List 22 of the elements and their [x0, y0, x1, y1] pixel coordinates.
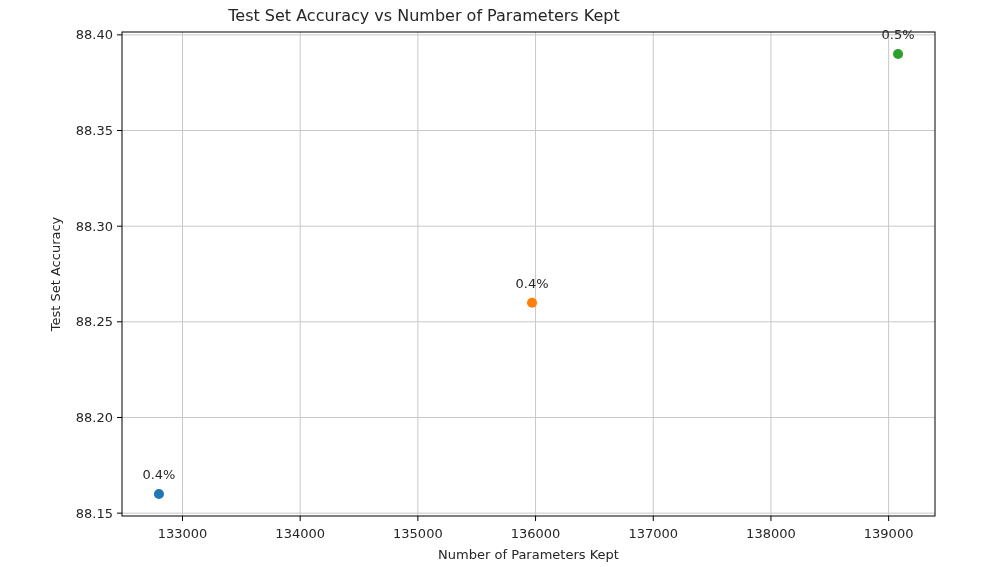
x-tick-label: 135000 — [393, 526, 443, 541]
x-tick-label: 137000 — [628, 526, 679, 541]
y-tick-label: 88.30 — [75, 218, 113, 234]
x-axis-title: Number of Parameters Kept — [438, 547, 619, 562]
annotation: 0.4% — [142, 467, 176, 482]
annotation: 0.4% — [515, 275, 549, 291]
point — [153, 488, 164, 500]
y-tick-label: 88.25 — [75, 314, 113, 330]
annotation: 0.5% — [881, 27, 915, 42]
x-tick-label: 134000 — [275, 526, 325, 541]
chart-title: Test Set Accuracy vs Number of Parameters Kept — [227, 6, 620, 25]
y-tick-label: 88.40 — [75, 27, 113, 43]
x-tick-label: 133000 — [157, 526, 208, 541]
y-tick-label: 88.35 — [75, 123, 113, 139]
x-tick-label: 138000 — [746, 526, 796, 541]
y-axis-title: Test Set Accuracy — [48, 216, 63, 333]
x-tick-label: 136000 — [510, 526, 561, 541]
point — [526, 297, 538, 308]
y-tick-label: 88.20 — [75, 410, 113, 426]
x-tick-label: 139000 — [863, 526, 914, 541]
point — [893, 48, 904, 60]
y-tick-label: 88.15 — [75, 505, 113, 521]
